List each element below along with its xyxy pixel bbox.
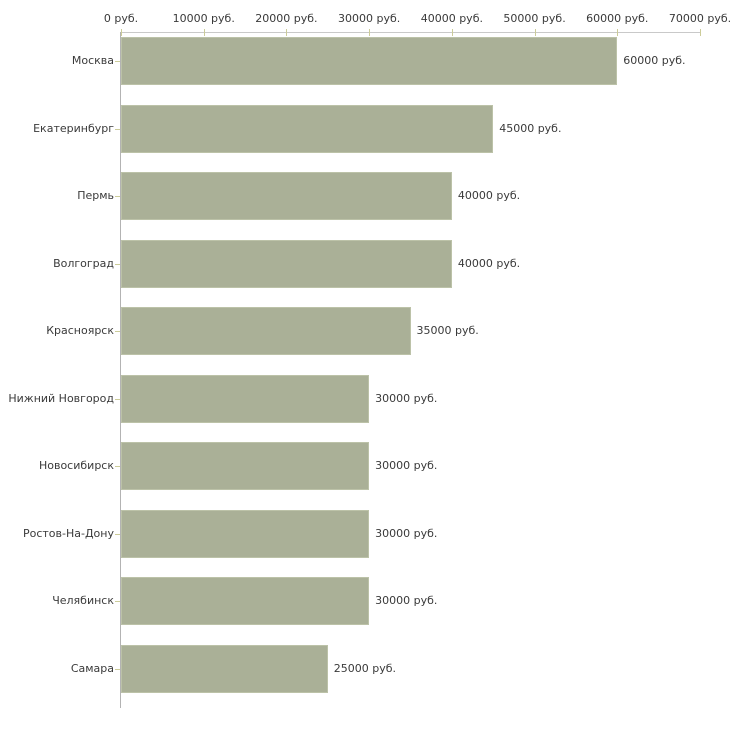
value-label: 35000 руб.	[416, 324, 479, 337]
category-label: Екатеринбург	[33, 121, 114, 135]
bar	[121, 442, 370, 490]
category-tick	[115, 196, 120, 197]
bar	[121, 239, 452, 288]
category-tick	[115, 668, 120, 670]
category-label: Челябинск	[52, 594, 114, 607]
category-tick	[115, 398, 120, 400]
x-axis-tick-label: 40000 руб.	[420, 12, 483, 25]
category-tick	[115, 263, 120, 265]
x-axis-tick	[451, 29, 453, 36]
value-label: 30000 руб.	[375, 459, 438, 472]
category-tick	[115, 331, 120, 332]
value-label: 45000 руб.	[499, 121, 562, 135]
value-label: 25000 руб.	[333, 661, 397, 675]
bar	[121, 37, 618, 85]
bar	[121, 172, 452, 220]
bar	[121, 644, 328, 693]
category-label: Волгоград	[53, 256, 114, 270]
x-axis-line	[121, 32, 700, 33]
value-label: 40000 руб.	[457, 256, 521, 270]
bar	[121, 307, 411, 355]
category-label: Пермь	[77, 189, 114, 202]
category-tick	[115, 533, 120, 535]
x-axis-tick-label: 10000 руб.	[172, 12, 235, 25]
x-axis-tick-label: 20000 руб.	[255, 12, 318, 25]
value-label: 40000 руб.	[457, 189, 521, 202]
category-tick	[115, 601, 120, 602]
bar	[121, 374, 370, 423]
x-axis-tick-label: 70000 руб.	[668, 12, 730, 25]
x-axis-tick-label: 50000 руб.	[503, 12, 566, 25]
category-label: Москва	[71, 54, 114, 67]
x-axis-tick	[617, 29, 619, 36]
category-label: Новосибирск	[38, 459, 114, 472]
category-label: Нижний Новгород	[8, 391, 114, 405]
x-axis-tick	[203, 29, 205, 36]
category-tick	[115, 61, 120, 62]
value-label: 30000 руб.	[375, 526, 438, 540]
value-label: 30000 руб.	[375, 391, 438, 405]
category-tick	[115, 466, 120, 467]
category-label: Ростов-На-Дону	[22, 526, 114, 540]
x-axis-tick	[369, 29, 371, 36]
bar	[121, 509, 370, 558]
category-tick	[115, 128, 120, 130]
x-axis-tick-label: 30000 руб.	[338, 12, 401, 25]
x-axis-tick-label: 0 руб.	[103, 12, 139, 25]
category-label: Красноярск	[46, 324, 114, 337]
value-label: 60000 руб.	[623, 54, 686, 67]
value-label: 30000 руб.	[375, 594, 438, 607]
x-axis-tick	[286, 29, 288, 36]
bar	[121, 104, 494, 153]
x-axis-tick	[121, 29, 122, 36]
x-axis-tick	[700, 29, 701, 36]
bar	[121, 577, 370, 625]
y-axis-line	[120, 32, 121, 708]
x-axis-tick	[534, 29, 536, 36]
x-axis-tick-label: 60000 руб.	[586, 12, 649, 25]
category-label: Самара	[70, 661, 114, 675]
